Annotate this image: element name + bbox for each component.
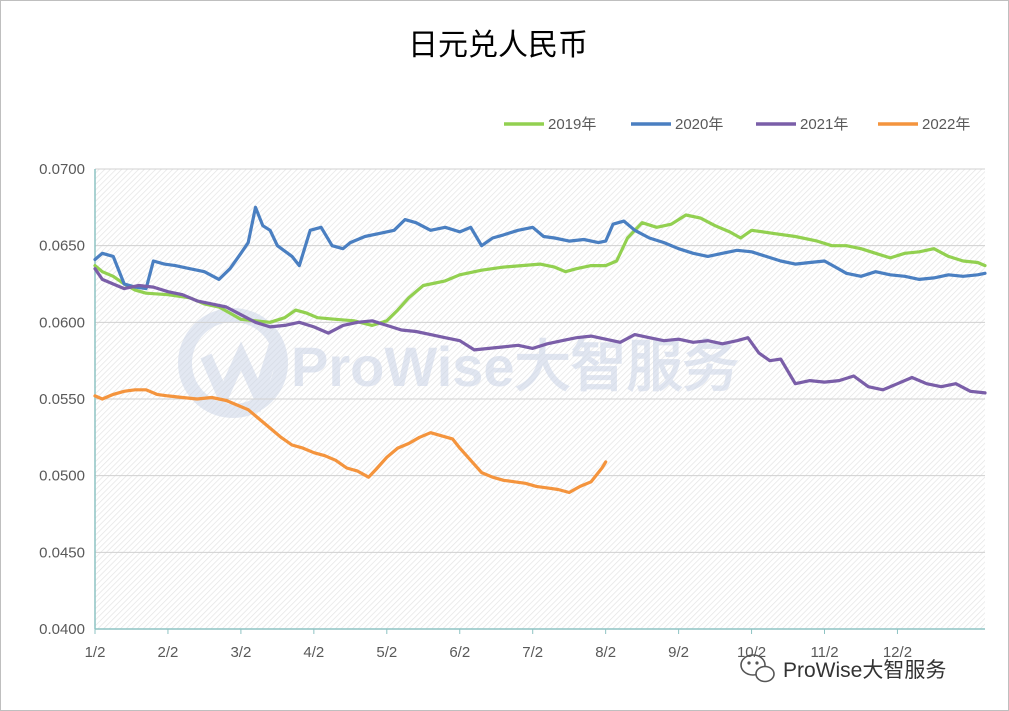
brand-mark: ProWise大智服务 [740, 654, 946, 683]
x-tick-label: 3/2 [230, 644, 251, 661]
x-axis: 1/2 2/2 3/2 4/2 5/2 6/2 7/2 8/2 9/2 10/2 11/2 12/2 [85, 628, 985, 661]
y-tick-label: 0.0600 [39, 314, 85, 331]
y-tick-label: 0.0650 [39, 238, 85, 255]
y-tick-label: 0.0450 [39, 544, 85, 561]
legend-label: 2021年 [800, 116, 848, 133]
legend-item: 2019年 [504, 116, 596, 133]
x-tick-label: 6/2 [449, 644, 470, 661]
x-tick-label: 11/2 [810, 644, 838, 661]
series-line-2020年 [93, 205, 987, 291]
legend-item: 2020年 [631, 116, 723, 133]
legend-label: 2020年 [675, 116, 723, 133]
series-line-2021年 [93, 267, 987, 395]
x-tick-label: 4/2 [303, 644, 324, 661]
x-tick-label: 5/2 [376, 644, 397, 661]
x-tick-label: 7/2 [522, 644, 543, 661]
x-tick-label: 12/2 [883, 644, 912, 661]
legend-item: 2021年 [756, 116, 848, 133]
chart-title: 日元兑人民币 [408, 28, 588, 63]
legend: 2019年 2020年 2021年 2022年 [504, 116, 970, 133]
brand-text: ProWise大智服务 [783, 659, 946, 682]
y-tick-label: 0.0400 [39, 621, 85, 638]
y-tick-label: 0.0550 [39, 391, 85, 408]
y-tick-label: 0.0700 [39, 161, 85, 178]
gridlines [95, 168, 985, 630]
y-tick-label: 0.0500 [39, 468, 85, 485]
series-lines [93, 205, 987, 495]
x-tick-label: 2/2 [158, 644, 179, 661]
series-line-2022年 [93, 388, 608, 495]
legend-label: 2019年 [548, 116, 596, 133]
x-tick-label: 1/2 [85, 644, 106, 661]
x-tick-label: 8/2 [595, 644, 616, 661]
legend-label: 2022年 [922, 116, 970, 133]
legend-item: 2022年 [878, 116, 970, 133]
series-line-2019年 [93, 213, 987, 327]
x-tick-label: 9/2 [668, 644, 689, 661]
wechat-icon [740, 654, 775, 683]
y-axis: 0.0700 0.0650 0.0600 0.0550 0.0500 0.0450 0.04… [39, 161, 96, 638]
